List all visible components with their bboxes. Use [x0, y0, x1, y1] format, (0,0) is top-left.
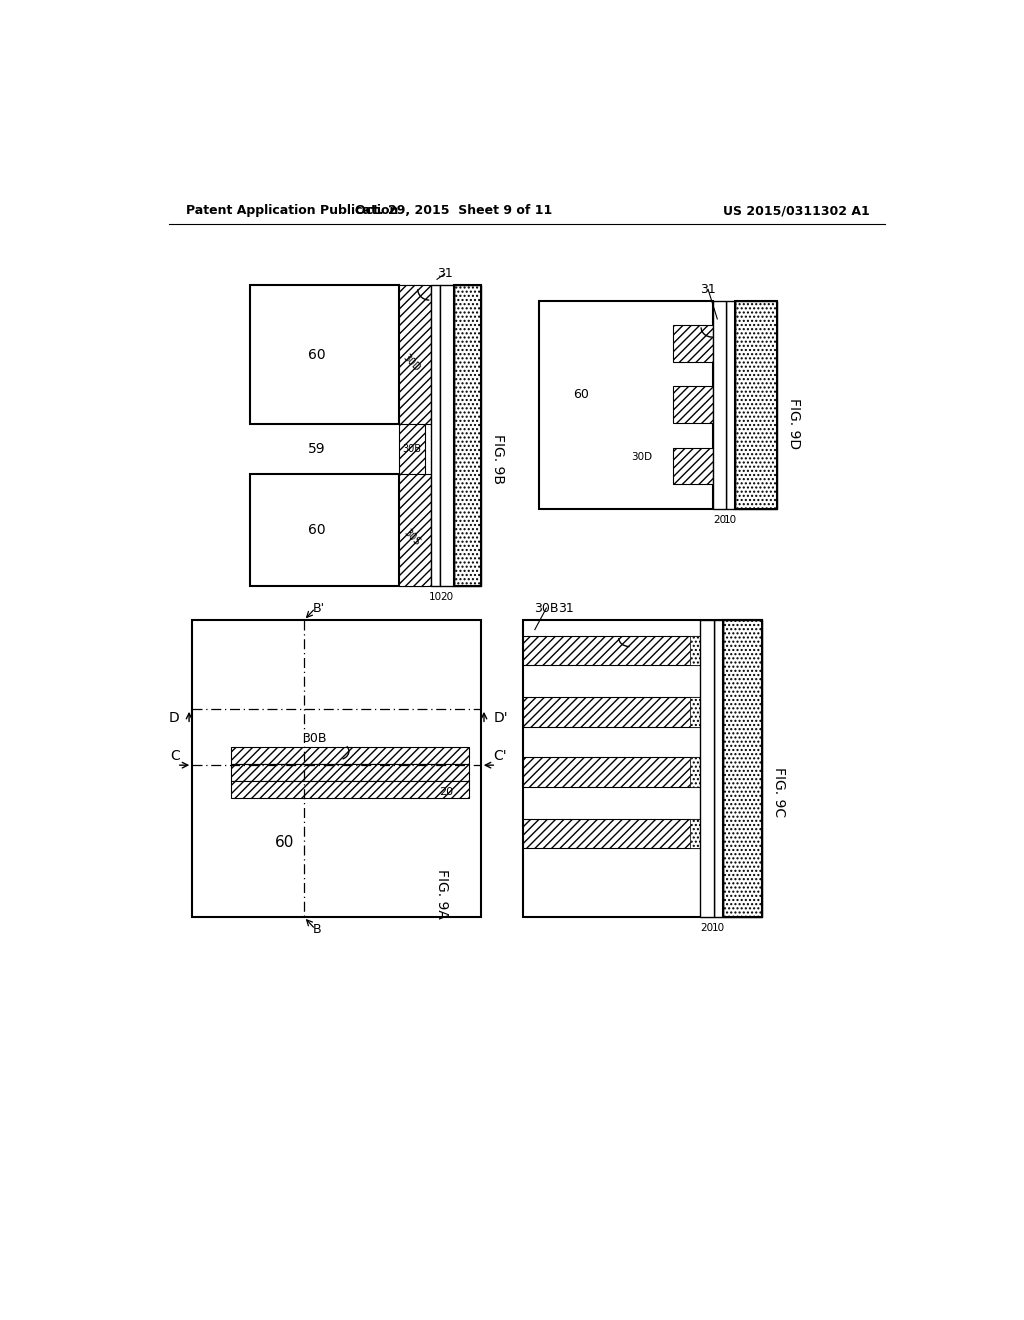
Bar [250, 474, 398, 586]
Bar [689, 636, 700, 665]
Bar [431, 285, 440, 586]
Text: US 2015/0311302 A1: US 2015/0311302 A1 [723, 205, 870, 218]
Text: 20: 20 [713, 515, 726, 524]
Text: 30B: 30B [302, 731, 327, 744]
Bar [726, 301, 735, 508]
Text: B': B' [313, 602, 326, 615]
Bar [230, 747, 469, 764]
Bar [674, 387, 714, 424]
Bar [250, 285, 398, 424]
Bar [689, 818, 700, 849]
Text: 10: 10 [713, 923, 725, 933]
Text: FIG. 9D: FIG. 9D [787, 399, 802, 450]
Bar [674, 325, 714, 362]
Text: 60: 60 [308, 523, 326, 537]
Text: 30B: 30B [402, 444, 421, 454]
Bar [689, 758, 700, 787]
Text: 30B: 30B [535, 602, 559, 615]
Text: FIG. 9C: FIG. 9C [772, 767, 785, 817]
Bar [193, 620, 481, 917]
Bar [523, 620, 762, 917]
Bar [735, 301, 777, 508]
Text: 59: 59 [308, 442, 326, 457]
Bar [714, 620, 724, 917]
Text: 30D: 30D [400, 352, 422, 374]
Text: 60: 60 [308, 347, 326, 362]
Text: C': C' [494, 748, 507, 763]
Bar [539, 301, 714, 508]
Text: 10: 10 [724, 515, 737, 524]
Bar [398, 285, 431, 424]
Bar [523, 636, 700, 665]
Bar [724, 620, 762, 917]
Text: B: B [313, 923, 322, 936]
Text: 30S: 30S [401, 528, 422, 548]
Bar [230, 781, 469, 799]
Bar [398, 285, 425, 586]
Bar [523, 758, 700, 787]
Text: 60: 60 [573, 388, 589, 401]
Bar [454, 285, 481, 586]
Bar [724, 620, 762, 917]
Text: 31: 31 [700, 282, 716, 296]
Bar [700, 620, 714, 917]
Text: Patent Application Publication: Patent Application Publication [186, 205, 398, 218]
Text: 20: 20 [700, 923, 714, 933]
Bar [230, 764, 469, 781]
Text: FIG. 9A: FIG. 9A [435, 869, 450, 919]
Text: 10: 10 [429, 591, 442, 602]
Bar [523, 697, 700, 726]
Text: 20: 20 [440, 591, 454, 602]
Text: 30D: 30D [631, 451, 652, 462]
Bar [714, 301, 726, 508]
Bar [689, 697, 700, 726]
Text: 20: 20 [439, 787, 454, 797]
Text: Oct. 29, 2015  Sheet 9 of 11: Oct. 29, 2015 Sheet 9 of 11 [355, 205, 553, 218]
Text: FIG. 9B: FIG. 9B [490, 434, 505, 483]
Bar [735, 301, 777, 508]
Text: 60: 60 [274, 836, 294, 850]
Text: D: D [169, 711, 180, 725]
Text: 31: 31 [437, 268, 453, 280]
Bar [440, 285, 454, 586]
Text: D': D' [494, 711, 508, 725]
Text: 31: 31 [558, 602, 573, 615]
Text: C: C [170, 748, 180, 763]
Bar [674, 447, 714, 484]
Bar [398, 474, 431, 586]
Bar [523, 818, 700, 849]
Bar [454, 285, 481, 586]
